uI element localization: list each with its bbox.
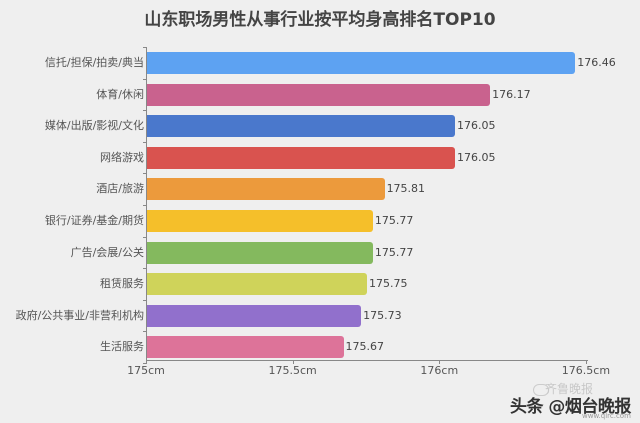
value-label: 175.77 xyxy=(374,214,414,227)
bar xyxy=(147,178,385,201)
watermark-text: 头条 @烟台晚报 xyxy=(510,397,631,417)
y-tick xyxy=(143,236,147,238)
category-label: 网络游戏 xyxy=(100,150,144,164)
chart-title: 山东职场男性从事行业按平均身高排名TOP10 xyxy=(144,10,496,30)
watermark-url: www.qlrc.com xyxy=(582,412,631,420)
y-tick xyxy=(143,299,147,301)
x-tick-label: 176.5cm xyxy=(561,364,611,377)
bar xyxy=(147,304,362,327)
value-label: 176.17 xyxy=(492,87,531,101)
bar xyxy=(147,336,344,359)
value-label: 176.05 xyxy=(456,150,496,164)
y-tick xyxy=(143,205,147,206)
y-tick xyxy=(143,331,147,333)
x-tick xyxy=(292,360,294,364)
value-label: 176.46 xyxy=(577,56,616,69)
value-label: 175.77 xyxy=(374,245,414,259)
value-label: 176.05 xyxy=(456,119,496,133)
value-label: 175.73 xyxy=(363,308,402,322)
x-tick xyxy=(146,360,147,364)
category-label: 政府/公共事业/非营利机构 xyxy=(15,308,144,322)
y-axis xyxy=(146,47,147,361)
value-label: 175.81 xyxy=(386,182,426,196)
category-label: 广告/会展/公关 xyxy=(70,245,144,259)
category-label: 银行/证券/基金/期货 xyxy=(44,214,144,227)
bar xyxy=(147,210,373,232)
bar xyxy=(147,115,455,138)
bar xyxy=(147,83,491,106)
wechat-watermark-icon xyxy=(533,384,549,396)
value-label: 175.75 xyxy=(368,277,408,291)
x-tick xyxy=(585,360,587,364)
x-tick-label: 176cm xyxy=(420,364,459,377)
bar xyxy=(147,52,576,74)
category-label: 信托/担保/拍卖/典当 xyxy=(44,56,144,69)
bar xyxy=(147,146,455,169)
y-tick xyxy=(143,268,147,270)
watermark-faint: 齐鲁晚报 xyxy=(545,382,594,396)
category-label: 租赁服务 xyxy=(100,277,144,291)
y-tick xyxy=(143,47,147,48)
y-tick xyxy=(143,78,147,80)
y-tick xyxy=(143,141,147,143)
bar xyxy=(147,273,367,296)
x-tick-label: 175.5cm xyxy=(268,364,317,377)
x-tick xyxy=(439,360,441,364)
y-tick xyxy=(143,110,147,112)
value-label: 175.67 xyxy=(345,340,385,354)
category-label: 体育/休闲 xyxy=(96,87,144,101)
category-label: 生活服务 xyxy=(100,340,144,354)
x-axis xyxy=(146,360,588,361)
bar xyxy=(147,241,373,264)
category-label: 酒店/旅游 xyxy=(96,182,144,196)
category-label: 媒体/出版/影视/文化 xyxy=(44,119,144,133)
y-tick xyxy=(143,363,147,364)
x-tick-label: 175cm xyxy=(127,364,165,377)
y-tick xyxy=(143,173,147,175)
